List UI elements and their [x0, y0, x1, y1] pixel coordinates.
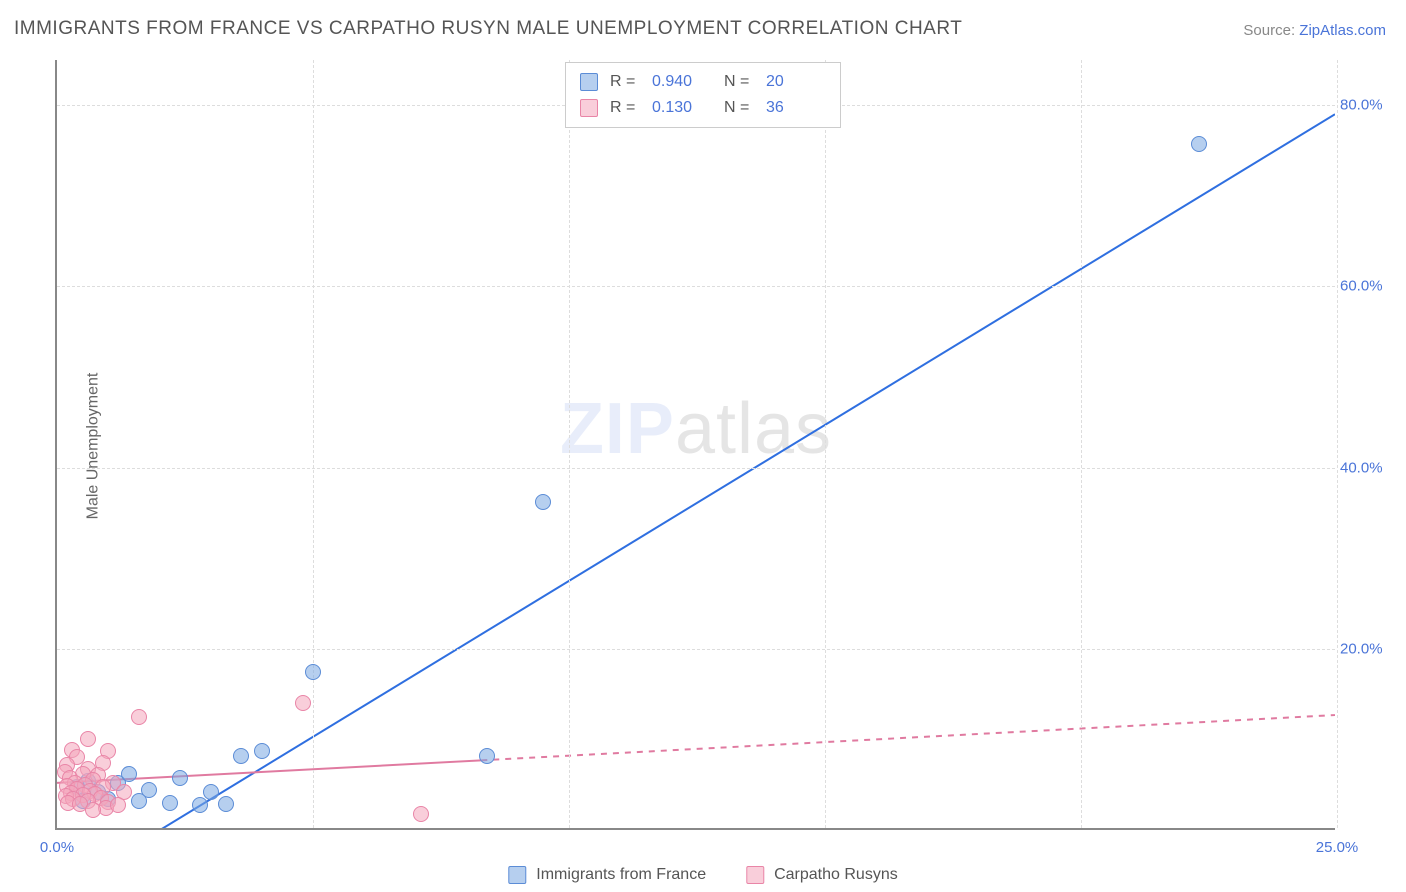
data-point — [479, 748, 495, 764]
watermark-zip: ZIP — [560, 389, 675, 469]
x-tick-label: 25.0% — [1316, 839, 1359, 856]
swatch-pink — [580, 99, 598, 117]
r-value-pink: 0.130 — [652, 99, 712, 117]
source-link[interactable]: ZipAtlas.com — [1299, 22, 1386, 39]
legend-item-pink: Carpatho Rusyns — [746, 866, 898, 884]
r-label: R = — [610, 99, 640, 117]
gridline-v — [1081, 60, 1082, 828]
trend-lines-layer — [57, 60, 1335, 828]
n-label: N = — [724, 99, 754, 117]
legend-label-blue: Immigrants from France — [536, 866, 706, 884]
y-tick-label: 20.0% — [1340, 640, 1390, 657]
gridline-v — [1337, 60, 1338, 828]
swatch-blue — [508, 866, 526, 884]
gridline-v — [825, 60, 826, 828]
data-point — [203, 784, 219, 800]
legend-stats-row-pink: R = 0.130 N = 36 — [580, 95, 826, 121]
watermark-atlas: atlas — [675, 389, 832, 469]
n-label: N = — [724, 73, 754, 91]
gridline-h — [57, 649, 1335, 650]
data-point — [233, 748, 249, 764]
swatch-blue — [580, 73, 598, 91]
watermark: ZIPatlas — [560, 388, 832, 470]
data-point — [254, 743, 270, 759]
data-point — [295, 695, 311, 711]
data-point — [172, 770, 188, 786]
data-point — [121, 766, 137, 782]
gridline-v — [313, 60, 314, 828]
x-tick-label: 0.0% — [40, 839, 74, 856]
y-tick-label: 80.0% — [1340, 97, 1390, 114]
legend-series: Immigrants from France Carpatho Rusyns — [508, 866, 897, 884]
data-point — [535, 494, 551, 510]
data-point — [131, 793, 147, 809]
data-point — [85, 802, 101, 818]
r-label: R = — [610, 73, 640, 91]
data-point — [162, 795, 178, 811]
gridline-v — [569, 60, 570, 828]
trend-line — [481, 715, 1335, 760]
gridline-h — [57, 468, 1335, 469]
data-point — [192, 797, 208, 813]
y-tick-label: 60.0% — [1340, 278, 1390, 295]
source-label: Source: ZipAtlas.com — [1243, 22, 1386, 39]
gridline-h — [57, 286, 1335, 287]
swatch-pink — [746, 866, 764, 884]
source-prefix: Source: — [1243, 22, 1299, 39]
data-point — [1191, 136, 1207, 152]
legend-item-blue: Immigrants from France — [508, 866, 706, 884]
n-value-blue: 20 — [766, 73, 826, 91]
data-point — [413, 806, 429, 822]
data-point — [305, 664, 321, 680]
data-point — [80, 731, 96, 747]
r-value-blue: 0.940 — [652, 73, 712, 91]
legend-label-pink: Carpatho Rusyns — [774, 866, 898, 884]
legend-stats: R = 0.940 N = 20 R = 0.130 N = 36 — [565, 62, 841, 128]
y-tick-label: 40.0% — [1340, 459, 1390, 476]
n-value-pink: 36 — [766, 99, 826, 117]
chart-title: IMMIGRANTS FROM FRANCE VS CARPATHO RUSYN… — [14, 18, 962, 40]
data-point — [218, 796, 234, 812]
legend-stats-row-blue: R = 0.940 N = 20 — [580, 69, 826, 95]
data-point — [110, 797, 126, 813]
plot-area: ZIPatlas 20.0%40.0%60.0%80.0%0.0%25.0% — [55, 60, 1335, 830]
data-point — [131, 709, 147, 725]
